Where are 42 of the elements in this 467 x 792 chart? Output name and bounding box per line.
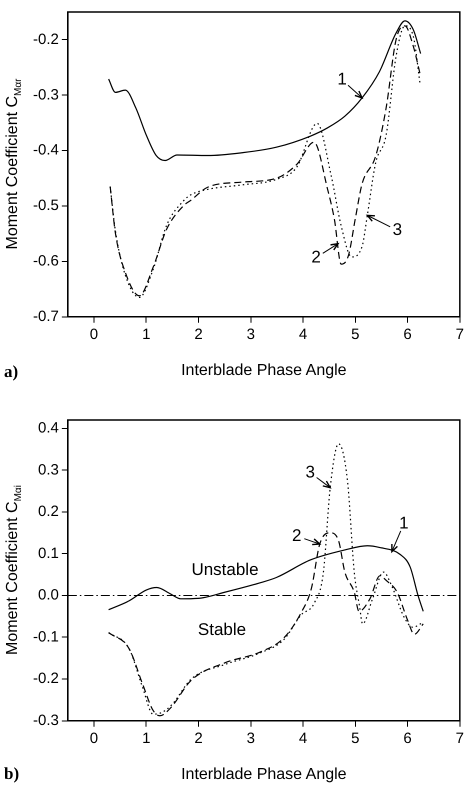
y-tick-label: -0.3 bbox=[32, 86, 59, 104]
annotation: Stable bbox=[198, 620, 246, 640]
y-tick-label: -0.2 bbox=[32, 30, 59, 48]
x-tick-label: 0 bbox=[90, 326, 98, 343]
annotation: Unstable bbox=[191, 560, 259, 580]
annotation: 1 bbox=[337, 70, 347, 89]
annotation: 3 bbox=[392, 220, 402, 240]
x-tick-label: 5 bbox=[351, 730, 360, 747]
x-tick-label: 4 bbox=[298, 326, 308, 343]
text: b) bbox=[4, 764, 20, 784]
y-tick-label: -0.2 bbox=[32, 670, 59, 688]
x-tick-label: 4 bbox=[298, 730, 308, 747]
text: a) bbox=[4, 362, 18, 382]
y-tick-label: -0.3 bbox=[32, 712, 59, 729]
x-tick-label: 1 bbox=[142, 730, 150, 747]
x-tick-label: 2 bbox=[194, 730, 203, 747]
x-tick-label: 6 bbox=[403, 326, 412, 343]
y-tick-label: 0.4 bbox=[38, 419, 59, 436]
annotation: 1 bbox=[399, 513, 409, 532]
x-tick-label: 0 bbox=[90, 730, 98, 747]
x-axis-title: Interblade Phase Angle bbox=[181, 362, 347, 379]
y-tick-label: 0.0 bbox=[38, 586, 59, 604]
x-tick-label: 7 bbox=[456, 326, 464, 343]
y-tick-label: -0.4 bbox=[32, 142, 59, 159]
x-tick-label: 6 bbox=[403, 730, 412, 747]
y-tick-label: -0.6 bbox=[32, 252, 59, 270]
y-tick-label: 0.3 bbox=[38, 461, 59, 478]
x-axis-title: Interblade Phase Angle bbox=[181, 766, 347, 783]
y-tick-label: -0.5 bbox=[32, 197, 59, 214]
y-tick-label: 0.2 bbox=[38, 503, 59, 520]
annotation: 2 bbox=[292, 526, 302, 545]
y-tick-label: 0.1 bbox=[38, 544, 59, 562]
x-tick-label: 5 bbox=[351, 326, 360, 343]
annotation: 2 bbox=[311, 247, 321, 266]
x-tick-label: 3 bbox=[246, 326, 255, 343]
y-tick-label: -0.7 bbox=[32, 308, 59, 325]
y-tick-label: -0.1 bbox=[32, 628, 59, 646]
x-tick-label: 1 bbox=[142, 326, 150, 343]
annotation: 3 bbox=[305, 462, 315, 482]
x-tick-label: 3 bbox=[246, 730, 255, 747]
x-tick-label: 2 bbox=[194, 326, 203, 343]
x-tick-label: 7 bbox=[456, 730, 464, 747]
